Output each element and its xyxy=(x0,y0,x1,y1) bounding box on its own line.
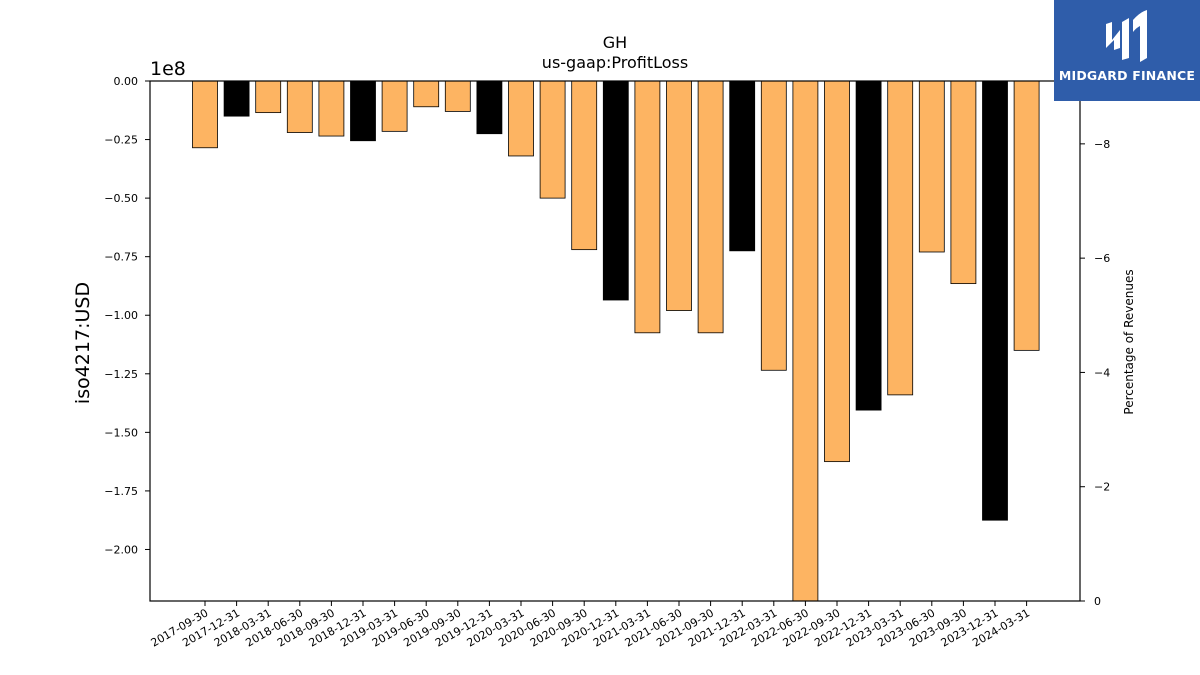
bar-2019-03-31 xyxy=(381,80,408,132)
logo-text: MIDGARD FINANCE xyxy=(1058,68,1196,83)
y-tick-label: 0.00 xyxy=(114,75,139,88)
y-axis-label: iso4217:USD xyxy=(72,282,94,404)
midgard-finance-logo: MIDGARD FINANCE xyxy=(1054,0,1200,101)
midgard-m-logo-icon xyxy=(1106,10,1147,62)
bar-2018-06-30 xyxy=(286,80,313,133)
chart-subtitle: us-gaap:ProfitLoss xyxy=(542,53,688,72)
bar-2021-12-31 xyxy=(729,80,756,252)
bar-2018-12-31 xyxy=(350,80,376,142)
y2-tick-label: −4 xyxy=(1094,366,1110,379)
bar-2018-03-31 xyxy=(255,80,282,114)
y-tick-label: −2.00 xyxy=(104,543,138,556)
bar-2022-09-30 xyxy=(824,80,850,463)
bar-2022-06-30 xyxy=(792,80,819,602)
bar-2024-03-31 xyxy=(1013,80,1040,351)
y2-axis-label: Percentage of Revenues xyxy=(1122,269,1136,414)
bar-2023-03-31 xyxy=(887,80,914,396)
y-tick-label: −0.50 xyxy=(104,192,138,205)
bar-2017-09-30 xyxy=(192,80,218,149)
bar-2019-09-30 xyxy=(444,80,471,112)
bar-2020-06-30 xyxy=(539,80,566,199)
bar-2023-09-30 xyxy=(950,80,977,285)
y2-tick-label: −6 xyxy=(1094,252,1110,265)
bar-2021-06-30 xyxy=(666,80,692,311)
y-tick-label: −0.25 xyxy=(104,134,138,147)
plot-frame xyxy=(149,80,1081,602)
bar-2022-12-31 xyxy=(855,80,882,411)
bar-2021-03-31 xyxy=(634,80,661,334)
y-tick-label: −1.25 xyxy=(104,368,138,381)
bar-2022-03-31 xyxy=(760,80,787,371)
y2-tick-label: 0 xyxy=(1094,595,1101,608)
y-tick-label: −1.75 xyxy=(104,485,138,498)
bar-2020-12-31 xyxy=(602,80,629,301)
bar-2017-12-31 xyxy=(223,80,250,117)
bar-2020-03-31 xyxy=(508,80,534,157)
bar-2019-12-31 xyxy=(476,80,503,135)
y2-tick-label: −2 xyxy=(1094,481,1110,494)
bar-2018-09-30 xyxy=(318,80,345,137)
y-tick-label: −1.50 xyxy=(104,426,138,439)
bar-2023-06-30 xyxy=(918,80,945,253)
bar-2019-06-30 xyxy=(413,80,440,108)
bar-2023-12-31 xyxy=(982,80,1008,521)
y2-tick-label: −8 xyxy=(1094,138,1110,151)
chart-title: GH xyxy=(603,33,627,52)
bar-2021-09-30 xyxy=(697,80,724,334)
y-tick-label: −1.00 xyxy=(104,309,138,322)
y-tick-label: −0.75 xyxy=(104,251,138,264)
y-offset-text: 1e8 xyxy=(150,58,186,80)
bar-2020-09-30 xyxy=(571,80,598,251)
